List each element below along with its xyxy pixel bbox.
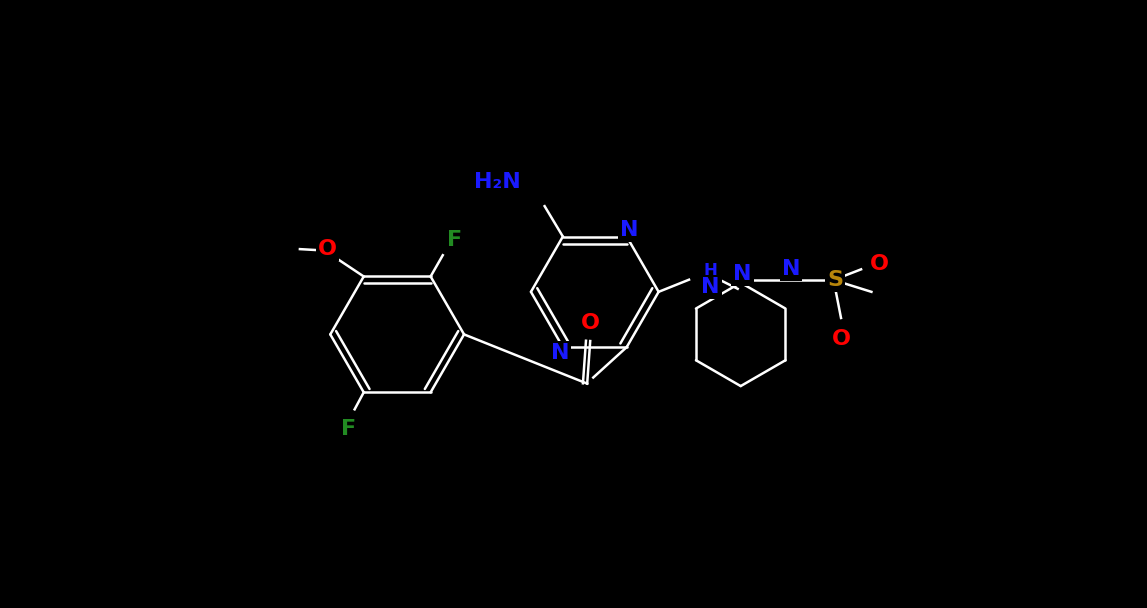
Text: O: O (869, 255, 889, 274)
Text: O: O (832, 329, 851, 348)
Text: S: S (827, 270, 843, 289)
Text: N: N (701, 277, 719, 297)
Text: N: N (781, 259, 801, 279)
Text: H: H (703, 261, 717, 280)
Text: N: N (551, 343, 569, 363)
Text: N: N (621, 221, 639, 241)
Text: O: O (580, 313, 600, 333)
Text: O: O (318, 239, 337, 259)
Text: F: F (447, 230, 462, 250)
Text: H₂N: H₂N (474, 172, 521, 192)
Text: F: F (341, 419, 356, 439)
Text: N: N (733, 264, 751, 283)
